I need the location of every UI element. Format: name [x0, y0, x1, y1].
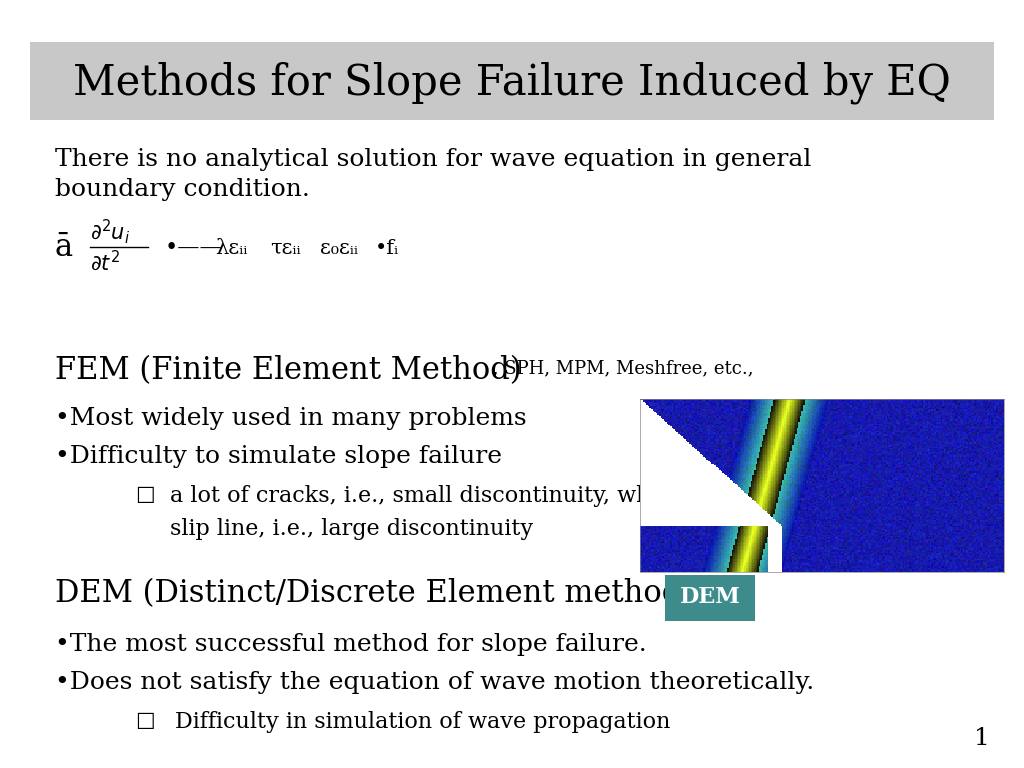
Text: Methods for Slope Failure Induced by EQ: Methods for Slope Failure Induced by EQ: [73, 61, 951, 104]
Text: 1: 1: [974, 727, 990, 750]
Text: $\partial t^2$: $\partial t^2$: [90, 250, 120, 274]
Text: τεᵢᵢ: τεᵢᵢ: [270, 239, 301, 257]
Text: •——: •——: [165, 237, 223, 259]
Text: DEM: DEM: [680, 586, 740, 608]
Text: λεᵢᵢ: λεᵢᵢ: [215, 239, 248, 257]
Text: •Most widely used in many problems: •Most widely used in many problems: [55, 407, 526, 430]
FancyBboxPatch shape: [30, 42, 994, 120]
Text: DEM (Distinct/Discrete Element method): DEM (Distinct/Discrete Element method): [55, 578, 693, 609]
Text: •The most successful method for slope failure.: •The most successful method for slope fa…: [55, 633, 647, 656]
Text: , SPH, MPM, Meshfree, etc.,: , SPH, MPM, Meshfree, etc.,: [487, 359, 754, 377]
Text: •Difficulty to simulate slope failure: •Difficulty to simulate slope failure: [55, 445, 502, 468]
Text: $\partial^2 u_i$: $\partial^2 u_i$: [90, 217, 130, 247]
Text: Difficulty in simulation of wave propagation: Difficulty in simulation of wave propaga…: [175, 711, 671, 733]
Text: There is no analytical solution for wave equation in general: There is no analytical solution for wave…: [55, 148, 811, 171]
Text: boundary condition.: boundary condition.: [55, 178, 310, 201]
FancyBboxPatch shape: [665, 575, 755, 621]
Text: □: □: [135, 485, 155, 504]
Text: a lot of cracks, i.e., small discontinuity, which are developed to a: a lot of cracks, i.e., small discontinui…: [170, 485, 901, 507]
Text: □: □: [135, 711, 155, 730]
Text: ā: ā: [55, 233, 73, 263]
Text: •fᵢ: •fᵢ: [375, 239, 399, 257]
Text: ε₀εᵢᵢ: ε₀εᵢᵢ: [319, 239, 358, 257]
Text: slip line, i.e., large discontinuity: slip line, i.e., large discontinuity: [170, 518, 534, 540]
Text: •Does not satisfy the equation of wave motion theoretically.: •Does not satisfy the equation of wave m…: [55, 671, 814, 694]
Text: FEM (Finite Element Method): FEM (Finite Element Method): [55, 355, 521, 386]
